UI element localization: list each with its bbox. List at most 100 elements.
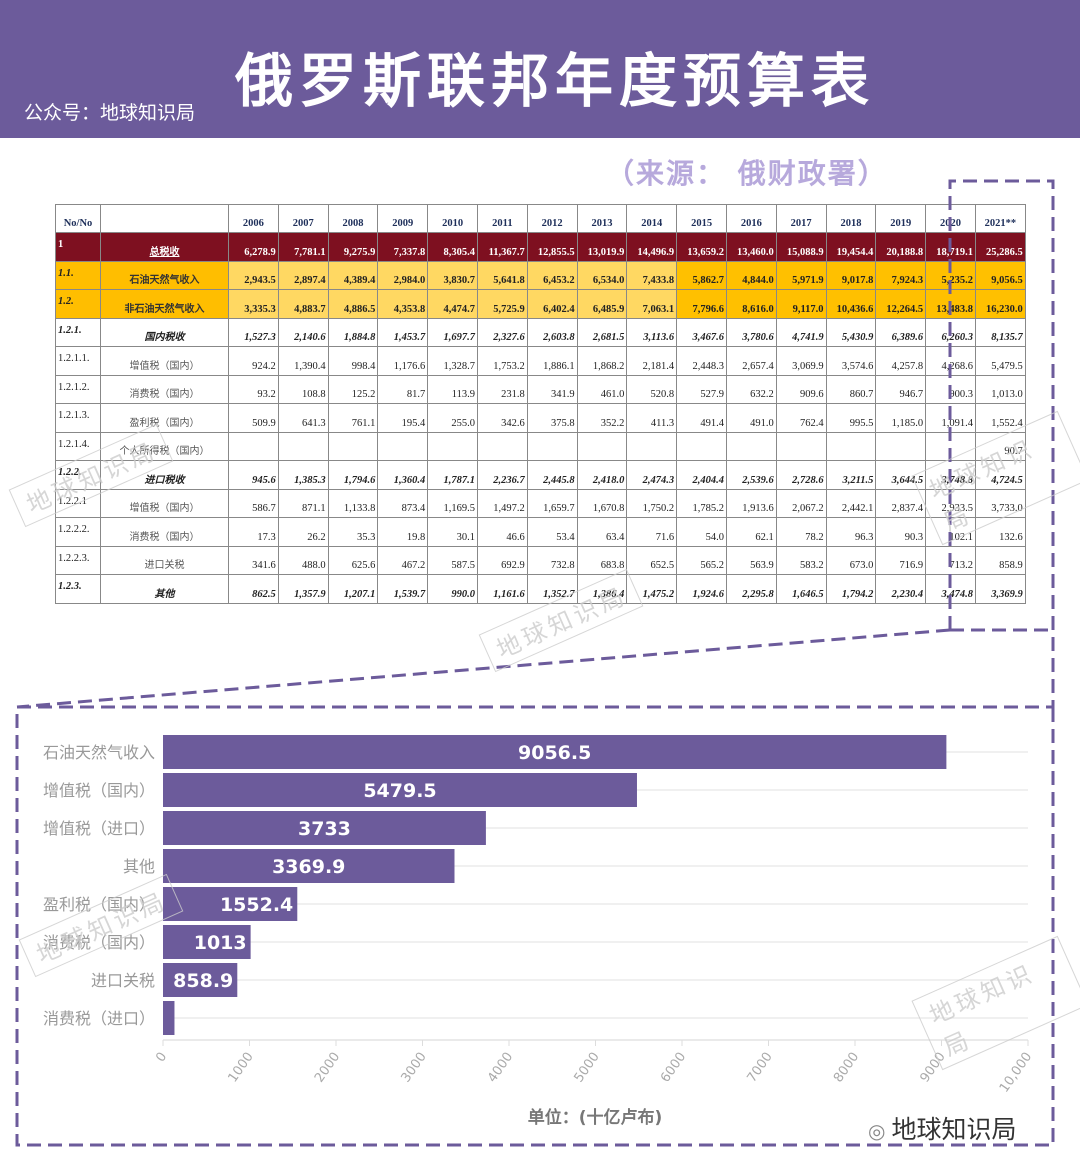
table-cell: 583.2 xyxy=(775,545,827,575)
table-cell: 231.8 xyxy=(476,374,528,404)
table-cell: 1,497.2 xyxy=(476,488,528,518)
table-row: 1.2.3. 其他 862.5 1,357.9 1,207.1 1,539.7 990.0 1… xyxy=(55,574,1026,604)
table-cell: 862.5 xyxy=(228,574,279,604)
category-label: 盈利税（国内） xyxy=(43,895,155,914)
x-axis-title: 单位：(十亿卢布) xyxy=(528,1107,663,1128)
table-cell xyxy=(526,431,578,461)
table-row: 1.2.2.2. 消费税（国内） 17.3 26.2 35.3 19.8 30.1 46.6 5… xyxy=(55,517,1026,547)
table-cell: 1,539.7 xyxy=(377,574,429,604)
header-label xyxy=(100,204,229,233)
row-number: 1.2.1.4. xyxy=(55,431,101,461)
table-cell: 509.9 xyxy=(228,403,279,433)
table-cell: 527.9 xyxy=(676,374,727,404)
table-cell: 54.0 xyxy=(676,517,727,547)
table-cell: 1,169.5 xyxy=(427,488,478,518)
table-row: 1.2.1. 国内税收 1,527.3 2,140.6 1,884.8 1,453.7 1,… xyxy=(55,317,1026,347)
table-cell: 62.1 xyxy=(725,517,777,547)
table-cell: 7,337.8 xyxy=(377,232,429,262)
x-tick-label: 1000 xyxy=(226,1050,257,1086)
header-year: 2018 xyxy=(825,204,877,233)
table-cell: 90.7 xyxy=(974,431,1026,461)
table-cell: 995.5 xyxy=(825,403,877,433)
table-cell: 7,433.8 xyxy=(626,260,678,290)
table-cell: 19,454.4 xyxy=(825,232,877,262)
table-cell: 632.2 xyxy=(725,374,777,404)
page-title: 俄罗斯联邦年度预算表 xyxy=(234,47,875,115)
table-cell: 4,883.7 xyxy=(277,289,329,319)
bar xyxy=(163,963,238,997)
table-cell xyxy=(377,431,429,461)
dashed-connector xyxy=(16,628,1053,709)
table-cell: 1,785.2 xyxy=(676,488,727,518)
table-cell: 1,794.6 xyxy=(327,460,379,490)
row-label: 进口关税 xyxy=(100,545,229,575)
table-cell: 4,353.8 xyxy=(377,289,429,319)
table-cell: 2,404.4 xyxy=(676,460,727,490)
table-cell: 586.7 xyxy=(228,488,279,518)
table-cell: 488.0 xyxy=(277,545,329,575)
row-number: 1.1. xyxy=(55,260,101,290)
bar xyxy=(163,773,637,807)
bar xyxy=(163,925,251,959)
x-tick-label: 3000 xyxy=(399,1050,430,1086)
table-cell: 3,369.9 xyxy=(974,574,1026,604)
category-label: 增值税（进口） xyxy=(43,819,155,838)
table-cell: 7,796.6 xyxy=(676,289,727,319)
header-year: 2015 xyxy=(676,204,727,233)
table-cell: 53.4 xyxy=(526,517,578,547)
table-cell: 5,430.9 xyxy=(825,317,877,347)
table-cell: 108.8 xyxy=(277,374,329,404)
table-cell: 2,230.4 xyxy=(875,574,927,604)
x-tick-label: 5000 xyxy=(572,1050,603,1086)
row-number: 1.2.2.2. xyxy=(55,517,101,547)
table-cell xyxy=(825,431,877,461)
table-cell: 461.0 xyxy=(576,374,628,404)
table-cell: 125.2 xyxy=(327,374,379,404)
table-cell: 81.7 xyxy=(377,374,429,404)
table-cell: 8,305.4 xyxy=(427,232,478,262)
table-cell: 1,176.6 xyxy=(377,346,429,376)
header-year: 2013 xyxy=(576,204,628,233)
table-cell: 63.4 xyxy=(576,517,628,547)
data-label: 1552.4 xyxy=(220,894,293,916)
table-cell: 1,386.4 xyxy=(576,574,628,604)
table-cell: 195.4 xyxy=(377,403,429,433)
table-cell: 1,357.9 xyxy=(277,574,329,604)
table-cell: 5,725.9 xyxy=(476,289,528,319)
header-year: 2017 xyxy=(775,204,827,233)
row-number: 1.2.2.3. xyxy=(55,545,101,575)
table-cell: 683.8 xyxy=(576,545,628,575)
x-tick-label: 10,000 xyxy=(997,1050,1035,1096)
table-cell: 2,681.5 xyxy=(576,317,628,347)
table-cell: 12,855.5 xyxy=(526,232,578,262)
table-cell: 2,728.6 xyxy=(775,460,827,490)
table-cell: 5,862.7 xyxy=(676,260,727,290)
table-cell: 946.7 xyxy=(875,374,927,404)
header-year: 2014 xyxy=(626,204,678,233)
wechat-icon: ◎ xyxy=(868,1119,886,1143)
table-cell: 3,644.5 xyxy=(875,460,927,490)
x-tick-label: 4000 xyxy=(485,1050,516,1086)
bar xyxy=(163,1001,175,1035)
table-cell: 3,780.6 xyxy=(725,317,777,347)
table-cell: 1,013.0 xyxy=(974,374,1026,404)
table-cell: 2,657.4 xyxy=(725,346,777,376)
table-cell: 16,230.0 xyxy=(974,289,1026,319)
table-cell: 716.9 xyxy=(875,545,927,575)
table-cell: 3,733.0 xyxy=(974,488,1026,518)
table-cell: 2,837.4 xyxy=(875,488,927,518)
table-cell: 2,327.6 xyxy=(476,317,528,347)
table-cell: 1,659.7 xyxy=(526,488,578,518)
table-cell: 2,236.7 xyxy=(476,460,528,490)
table-cell: 990.0 xyxy=(427,574,478,604)
table-cell: 1,475.2 xyxy=(626,574,678,604)
x-tick-label: 8000 xyxy=(831,1050,862,1086)
table-cell: 2,474.3 xyxy=(626,460,678,490)
table-row: 1 总税收 6,278.9 7,781.1 9,275.9 7,337.8 8,305.4 1… xyxy=(55,232,1026,262)
header-year: 2010 xyxy=(427,204,478,233)
table-cell: 713.2 xyxy=(925,545,976,575)
table-cell: 2,984.0 xyxy=(377,260,429,290)
header-year: 2007 xyxy=(277,204,329,233)
category-label: 进口关税 xyxy=(91,971,155,990)
table-cell: 90.3 xyxy=(875,517,927,547)
